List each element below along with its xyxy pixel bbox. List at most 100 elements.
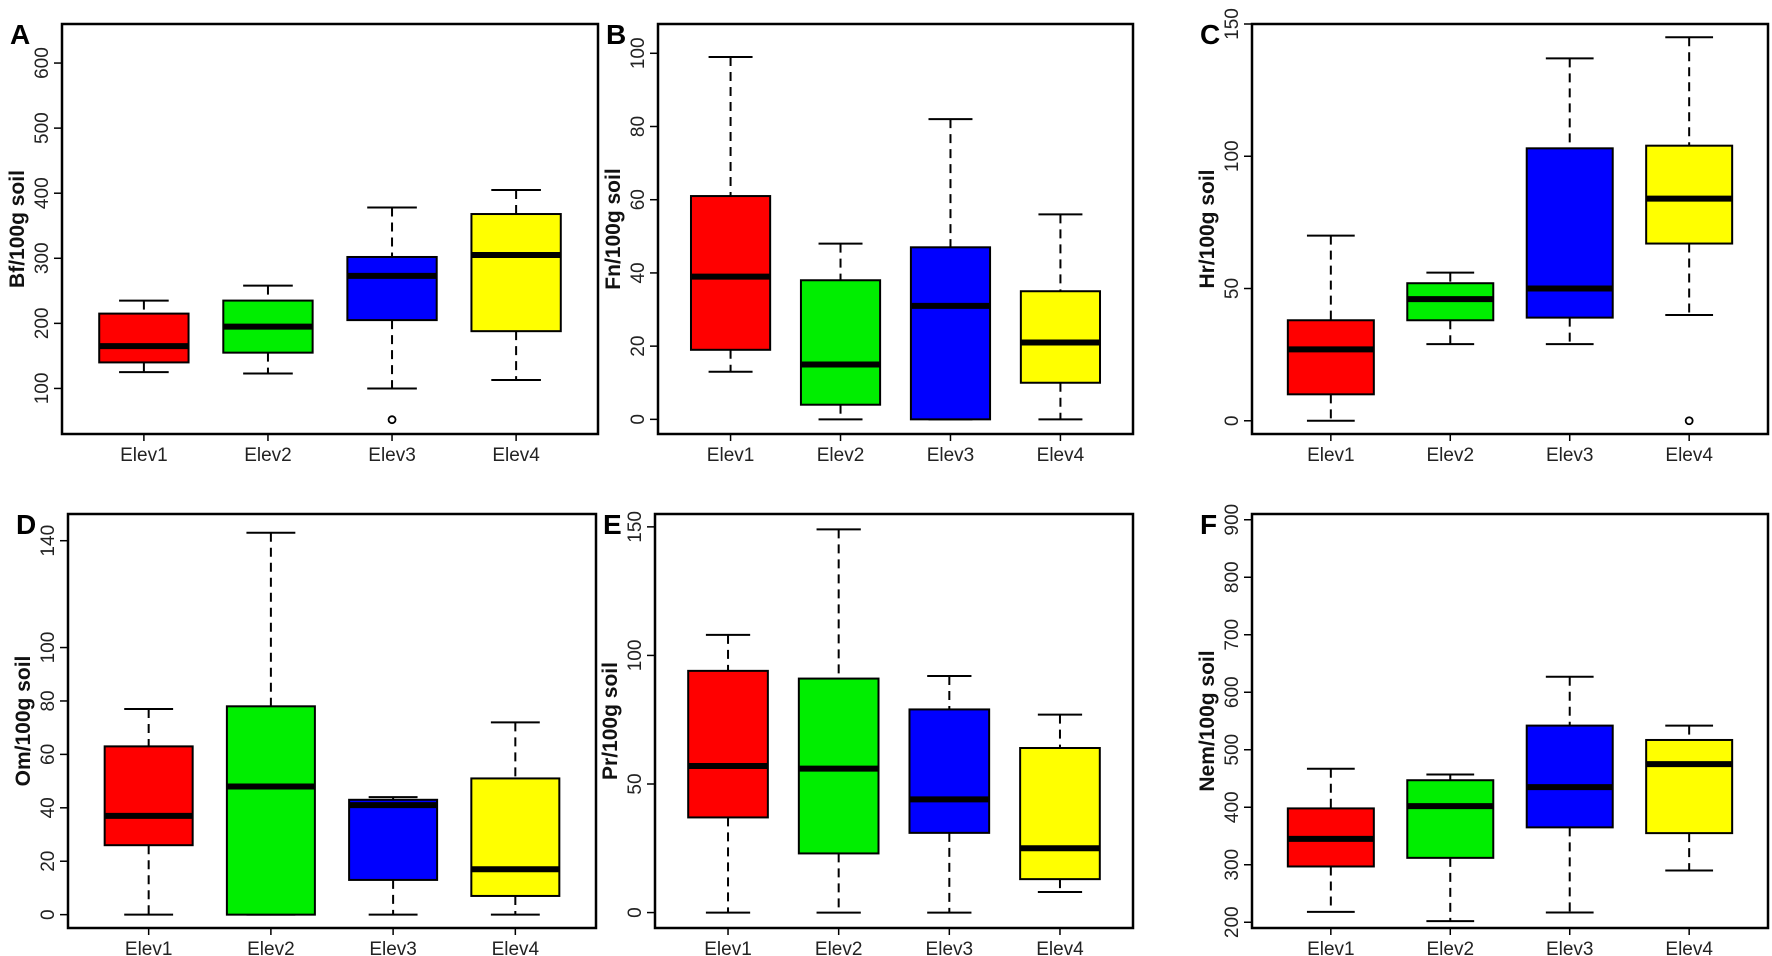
y-tick-label: 200	[32, 308, 53, 340]
x-tick-label: Elev1	[1307, 939, 1355, 956]
y-tick-label: 60	[38, 744, 59, 765]
iqr-box	[689, 195, 772, 351]
y-tick-label: 800	[1222, 561, 1243, 593]
panel-d: D 0 20 40 60 80 100 140 Om/100g soil Elev1 Elev2 El…	[12, 509, 598, 956]
y-tick-label: 0	[628, 414, 649, 425]
box-elev1	[98, 299, 190, 374]
panel-letter: F	[1200, 509, 1217, 540]
x-tick-label: Elev4	[1037, 445, 1085, 466]
y-tick-label: 100	[38, 632, 59, 664]
y-tick-label: 300	[1222, 849, 1243, 881]
plot-frame	[1250, 512, 1770, 930]
box-elev2	[225, 531, 316, 916]
plot-frame	[60, 22, 600, 436]
plot-frame	[656, 22, 1135, 436]
box-elev2	[799, 242, 882, 421]
y-tick-label: 500	[1222, 734, 1243, 766]
box-elev1	[1286, 234, 1375, 422]
y-tick-label: 600	[1222, 676, 1243, 708]
x-tick-label: Elev1	[1307, 445, 1355, 466]
plot-frame	[653, 512, 1135, 930]
x-tick-label: Elev4	[492, 445, 540, 466]
x-tick-label: Elev1	[120, 445, 168, 466]
x-tick-label: Elev3	[1546, 445, 1594, 466]
y-tick-label: 0	[38, 909, 59, 920]
panel-e: E 0 50 100 150 Pr/100g soil Elev1 Elev2 Elev3 Ele…	[599, 509, 1135, 956]
y-tick-label: 60	[628, 189, 649, 210]
box-elev2	[1406, 773, 1495, 923]
panel-letter: D	[16, 509, 36, 540]
y-tick-label: 150	[625, 511, 646, 543]
box-elev1	[687, 633, 769, 914]
x-tick-label: Elev2	[815, 939, 863, 956]
box-elev1	[689, 55, 772, 373]
y-tick-label: 150	[1222, 8, 1243, 40]
box-elev4	[1019, 213, 1102, 421]
outlier-point	[387, 415, 397, 425]
panel-letter: C	[1200, 19, 1220, 50]
iqr-box	[799, 279, 882, 406]
box-elev3	[1525, 57, 1614, 346]
box-elev4	[1645, 724, 1734, 872]
y-tick-label: 50	[625, 773, 646, 794]
iqr-box	[346, 255, 438, 322]
x-tick-label: Elev4	[1665, 939, 1713, 956]
panel-b: B 0 20 40 60 80 100 Fn/100g soil Elev1 Elev2 Elev3…	[602, 19, 1135, 466]
iqr-box	[1406, 779, 1495, 859]
iqr-box	[687, 669, 769, 819]
panel-f: F 200 300 400 500 600 700 800 900 Nem/100g soil El…	[1196, 504, 1770, 956]
y-tick-label: 80	[38, 690, 59, 711]
y-tick-label: 20	[628, 336, 649, 357]
x-tick-label: Elev3	[368, 445, 416, 466]
y-tick-label: 40	[628, 262, 649, 283]
x-tick-label: Elev2	[247, 939, 295, 956]
y-axis-label: Pr/100g soil	[599, 662, 622, 780]
panel-c: C 0 50 100 150 Hr/100g soil Elev1 Elev2 Elev3 Ele…	[1196, 8, 1770, 466]
panel-letter: A	[10, 19, 30, 50]
y-tick-label: 0	[625, 907, 646, 918]
y-tick-label: 500	[32, 112, 53, 144]
x-tick-label: Elev3	[369, 939, 417, 956]
y-tick-label: 100	[32, 373, 53, 405]
y-tick-label: 700	[1222, 619, 1243, 651]
y-axis-label: Fn/100g soil	[602, 168, 625, 289]
y-tick-label: 100	[628, 37, 649, 69]
x-tick-label: Elev2	[1427, 445, 1475, 466]
y-tick-label: 400	[1222, 791, 1243, 823]
iqr-box	[1645, 144, 1734, 245]
box-elev4	[470, 721, 561, 916]
iqr-box	[908, 708, 991, 834]
iqr-box	[909, 246, 992, 421]
x-tick-label: Elev4	[492, 939, 540, 956]
x-tick-label: Elev1	[125, 939, 173, 956]
y-tick-label: 300	[32, 242, 53, 274]
iqr-box	[98, 312, 190, 364]
y-axis-label: Hr/100g soil	[1196, 169, 1219, 288]
plot-frame	[1250, 22, 1770, 436]
y-axis-label: Om/100g soil	[12, 656, 35, 787]
y-tick-label: 40	[38, 797, 59, 818]
y-tick-label: 600	[32, 47, 53, 79]
x-tick-label: Elev4	[1665, 445, 1713, 466]
box-elev2	[222, 284, 314, 375]
iqr-box	[225, 705, 316, 916]
plot-frame	[66, 512, 598, 930]
iqr-box	[1525, 724, 1614, 829]
box-elev3	[909, 118, 992, 421]
y-tick-label: 20	[38, 851, 59, 872]
y-tick-label: 0	[1222, 415, 1243, 426]
box-elev2	[797, 528, 880, 914]
box-elev4	[470, 188, 562, 381]
iqr-box	[1286, 319, 1375, 396]
x-tick-label: Elev3	[926, 939, 974, 956]
x-tick-label: Elev1	[707, 445, 755, 466]
x-tick-label: Elev3	[927, 445, 975, 466]
iqr-box	[1525, 147, 1614, 319]
box-elev3	[908, 675, 991, 914]
y-tick-label: 100	[625, 640, 646, 672]
outlier-point	[1684, 416, 1694, 426]
y-tick-label: 100	[1222, 140, 1243, 172]
y-tick-label: 900	[1222, 504, 1243, 536]
box-elev1	[103, 707, 194, 916]
